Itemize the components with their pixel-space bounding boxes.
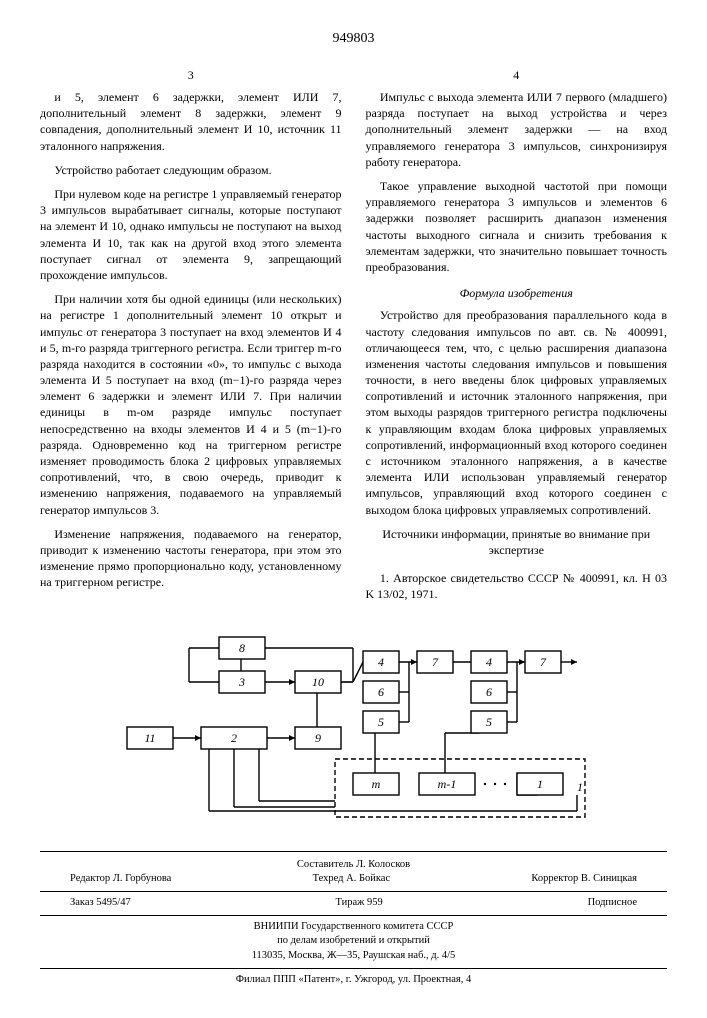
svg-text:m-1: m-1 [437,777,456,791]
svg-text:6: 6 [378,685,384,699]
sources-text: 1. Авторское свидетельство СССР № 400991… [366,570,668,602]
footer-corrector: Корректор В. Синицкая [531,872,637,887]
svg-text:9: 9 [315,731,321,745]
footer-org1: ВНИИПИ Государственного комитета СССР [40,920,667,935]
schematic-diagram: 1 8 3 10 11 2 9 4 7 6 5 4 7 6 5 m m-1 1 [40,631,667,835]
footer-compiler: Составитель Л. Колосков [40,858,667,873]
svg-text:4: 4 [378,655,384,669]
text-columns: 3 и 5, элемент 6 задержки, элемент ИЛИ 7… [40,67,667,611]
svg-text:2: 2 [231,731,237,745]
footer-addr2: Филиал ППП «Патент», г. Ужгород, ул. Про… [40,973,667,988]
para: При нулевом коде на регистре 1 управляем… [40,186,342,283]
para: Такое управление выходной частотой при п… [366,178,668,275]
right-column: 4 Импульс с выхода элемента ИЛИ 7 первог… [366,67,668,611]
svg-text:5: 5 [486,715,492,729]
footer-editor: Редактор Л. Горбунова [70,872,171,887]
para: При наличии хотя бы одной единицы (или н… [40,291,342,518]
left-column: 3 и 5, элемент 6 задержки, элемент ИЛИ 7… [40,67,342,611]
right-col-num: 4 [366,67,668,83]
svg-text:4: 4 [486,655,492,669]
footer-tech: Техред А. Бойкас [313,872,391,887]
para: и 5, элемент 6 задержки, элемент ИЛИ 7, … [40,89,342,154]
svg-text:8: 8 [239,641,245,655]
para: Изменение напряжения, подаваемого на ген… [40,526,342,591]
svg-text:7: 7 [540,655,547,669]
footer: Составитель Л. Колосков Редактор Л. Горб… [40,851,667,988]
footer-order: Заказ 5495/47 [70,896,131,911]
left-col-num: 3 [40,67,342,83]
svg-text:1: 1 [537,777,543,791]
svg-text:10: 10 [312,675,324,689]
svg-text:m: m [371,777,380,791]
svg-text:3: 3 [238,675,245,689]
svg-text:6: 6 [486,685,492,699]
svg-text:7: 7 [432,655,439,669]
para: Импульс с выхода элемента ИЛИ 7 первого … [366,89,668,170]
formula-text: Устройство для преобразования параллельн… [366,307,668,517]
footer-tirazh: Тираж 959 [335,896,382,911]
footer-addr1: 113035, Москва, Ж—35, Раушская наб., д. … [40,949,667,964]
svg-text:5: 5 [378,715,384,729]
footer-subscr: Подписное [588,896,637,911]
svg-text:11: 11 [144,731,155,745]
svg-text:1: 1 [577,780,583,794]
sources-title: Источники информации, принятые во вниман… [366,526,668,558]
para: Устройство работает следующим образом. [40,162,342,178]
footer-org2: по делам изобретений и открытий [40,934,667,949]
formula-title: Формула изобретения [366,285,668,301]
doc-number: 949803 [40,30,667,49]
